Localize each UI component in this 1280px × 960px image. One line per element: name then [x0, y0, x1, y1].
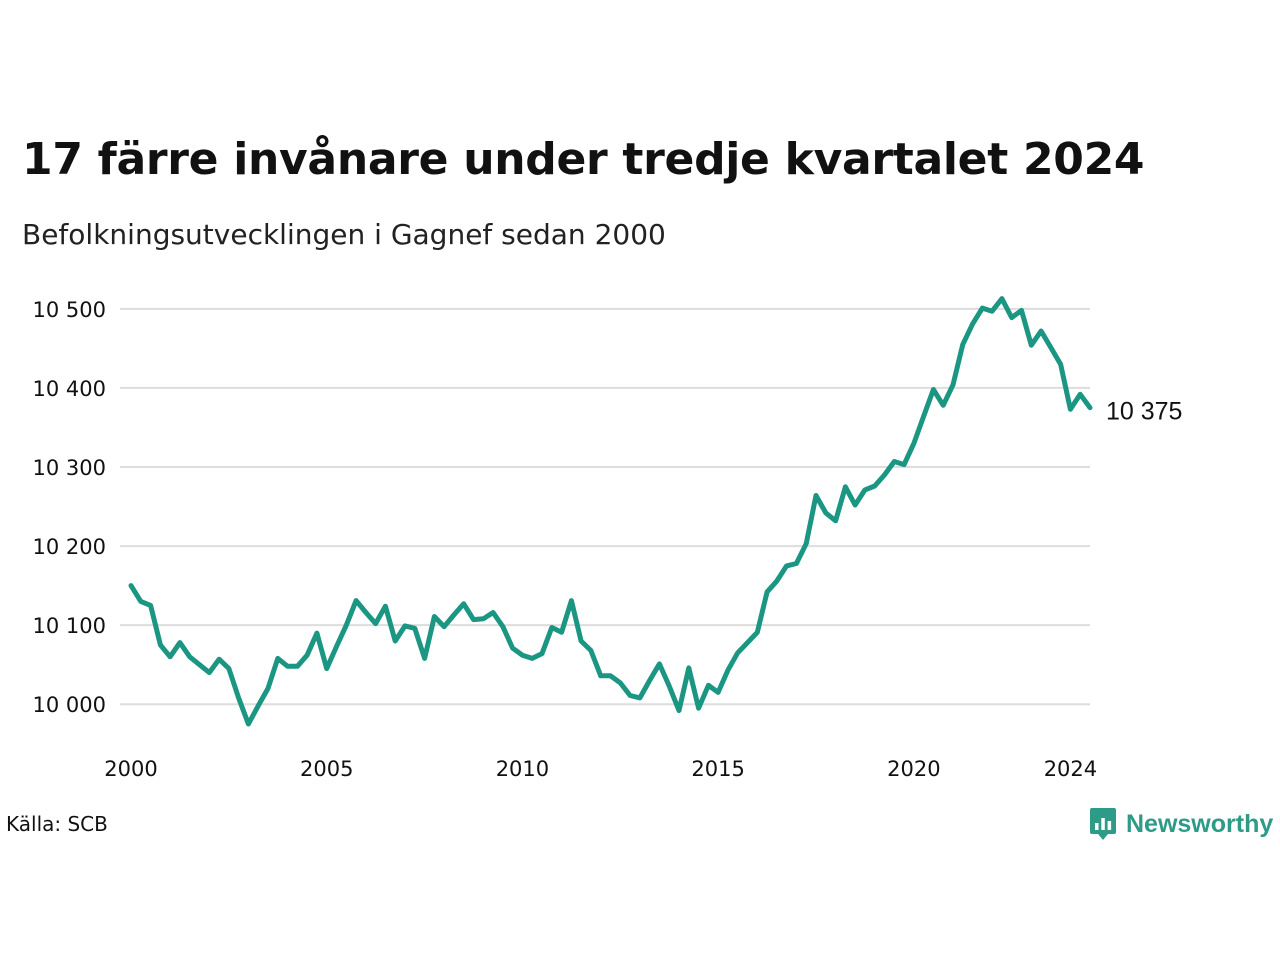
y-tick-label: 10 200	[33, 535, 106, 559]
y-tick-label: 10 000	[33, 693, 106, 717]
chart-title: 17 färre invånare under tredje kvartalet…	[22, 134, 1145, 185]
x-tick-label: 2024	[1044, 757, 1097, 781]
y-axis-tick-labels: 10 000 10 100 10 200 10 300 10 400 10 500	[33, 298, 106, 717]
end-value-label: 10 375	[1106, 398, 1182, 426]
x-tick-label: 2005	[300, 757, 353, 781]
y-tick-label: 10 400	[33, 377, 106, 401]
x-tick-label: 2015	[691, 757, 744, 781]
chart-subtitle: Befolkningsutvecklingen i Gagnef sedan 2…	[22, 218, 666, 251]
y-tick-label: 10 100	[33, 614, 106, 638]
newsworthy-logo: Newsworthy	[1088, 804, 1273, 844]
series-line-population	[128, 296, 1093, 727]
bar-chart-pin-icon	[1090, 808, 1116, 840]
x-tick-label: 2000	[104, 757, 157, 781]
grid-lines	[120, 307, 1090, 706]
y-tick-label: 10 300	[33, 456, 106, 480]
x-axis-tick-labels: 2000 2005 2010 2015 2020 2024	[104, 757, 1097, 781]
x-tick-label: 2010	[496, 757, 549, 781]
x-tick-label: 2020	[887, 757, 940, 781]
brand-name: Newsworthy	[1126, 809, 1274, 838]
y-tick-label: 10 500	[33, 298, 106, 322]
source-note: Källa: SCB	[6, 812, 108, 836]
